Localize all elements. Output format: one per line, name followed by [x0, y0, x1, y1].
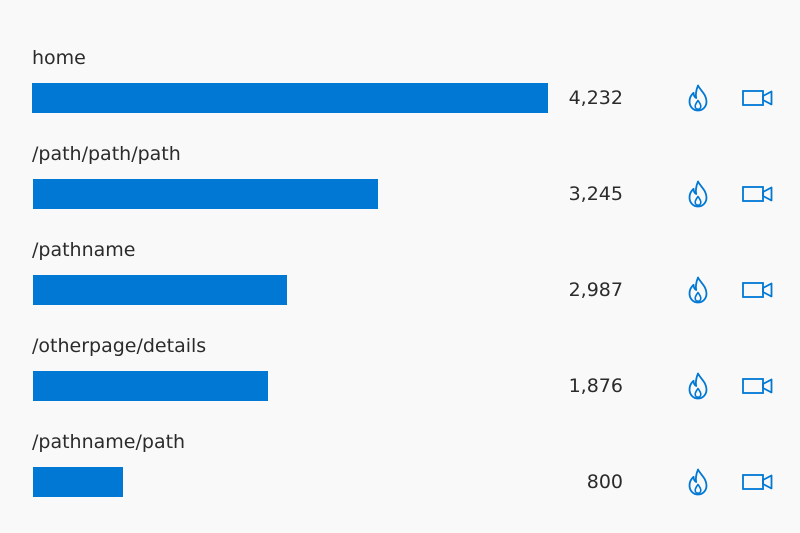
- flame-icon: [688, 84, 708, 112]
- list-item: /pathname 2,987: [0, 238, 800, 334]
- views-bar: [33, 371, 549, 401]
- video-camera-icon: [742, 378, 773, 394]
- path-label: /pathname/path: [32, 431, 186, 453]
- views-bar-fill: [33, 371, 268, 401]
- path-label: home: [32, 47, 86, 69]
- heatmap-button[interactable]: [684, 82, 712, 114]
- views-bar: [33, 275, 549, 305]
- flame-icon: [688, 276, 708, 304]
- heatmap-button[interactable]: [684, 178, 712, 210]
- recording-button[interactable]: [740, 370, 776, 402]
- flame-icon: [688, 372, 708, 400]
- list-item: /path/path/path 3,245: [0, 142, 800, 238]
- list-item: home 4,232: [0, 46, 800, 142]
- path-label: /otherpage/details: [32, 335, 207, 357]
- video-camera-icon: [742, 282, 773, 298]
- list-item: /pathname/path 800: [0, 430, 800, 526]
- list-item: /otherpage/details 1,876: [0, 334, 800, 430]
- flame-icon: [688, 180, 708, 208]
- path-label: /path/path/path: [32, 143, 181, 165]
- view-count: 1,876: [568, 375, 623, 397]
- view-count: 4,232: [568, 87, 623, 109]
- flame-icon: [688, 468, 708, 496]
- view-count: 800: [586, 471, 623, 493]
- view-count: 2,987: [568, 279, 623, 301]
- recording-button[interactable]: [740, 466, 776, 498]
- views-bar-fill: [33, 275, 287, 305]
- recording-button[interactable]: [740, 82, 776, 114]
- path-label: /pathname: [32, 239, 136, 261]
- views-bar-fill: [32, 83, 548, 113]
- video-camera-icon: [742, 90, 773, 106]
- heatmap-button[interactable]: [684, 466, 712, 498]
- views-bar: [33, 179, 549, 209]
- recording-button[interactable]: [740, 274, 776, 306]
- recording-button[interactable]: [740, 178, 776, 210]
- views-bar: [33, 467, 549, 497]
- views-bar-fill: [33, 179, 378, 209]
- views-bar-fill: [33, 467, 123, 497]
- video-camera-icon: [742, 186, 773, 202]
- views-bar: [32, 83, 548, 113]
- video-camera-icon: [742, 474, 773, 490]
- view-count: 3,245: [568, 183, 623, 205]
- heatmap-button[interactable]: [684, 370, 712, 402]
- heatmap-button[interactable]: [684, 274, 712, 306]
